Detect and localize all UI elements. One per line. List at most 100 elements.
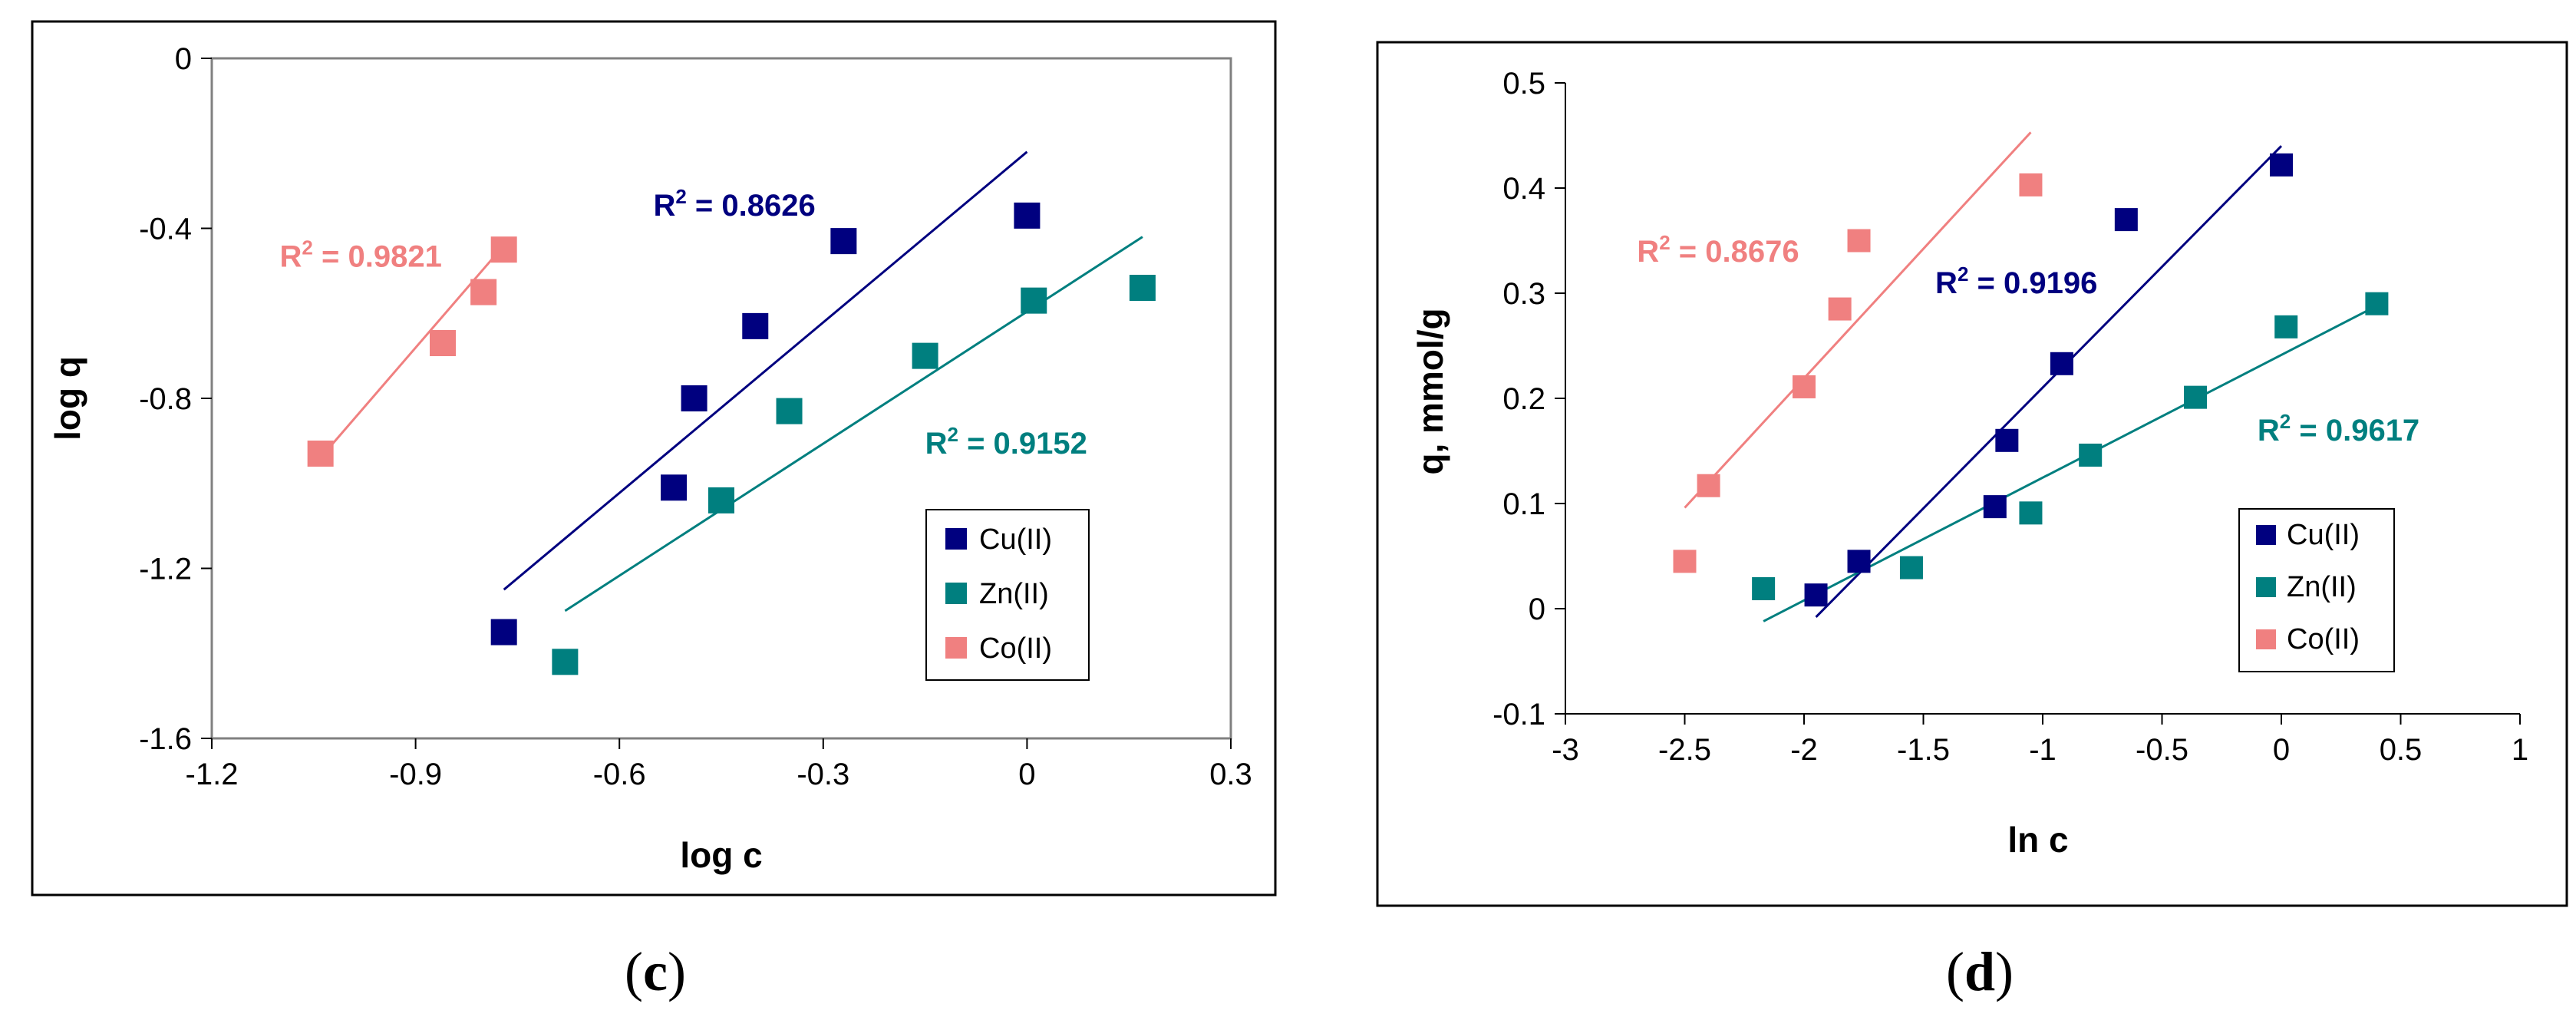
panel-d-x-axis-label: ln c — [2007, 820, 2068, 860]
panel-d-axes — [1565, 83, 2520, 715]
legend-marker-zn — [2256, 577, 2276, 597]
x-tick-label: 0.3 — [1209, 758, 1252, 791]
panel-d-legend: Cu(II) Zn(II) Co(II) — [2238, 508, 2395, 672]
x-tick-label: -2.5 — [1658, 733, 1711, 767]
data-point-zn — [776, 398, 803, 424]
legend-label-cu: Cu(II) — [979, 523, 1052, 556]
r2-label-co: R2 = 0.9821 — [280, 236, 442, 273]
data-point-zn — [2079, 443, 2103, 467]
panel-d-caption: (d) — [1946, 941, 2014, 1002]
data-point-cu — [681, 385, 707, 411]
x-tick-label: -0.9 — [389, 758, 442, 791]
data-point-zn — [1021, 287, 1047, 314]
data-point-zn — [552, 649, 579, 675]
data-point-zn — [2019, 501, 2043, 525]
x-tick-label: -3 — [1552, 733, 1579, 767]
data-point-co — [1697, 474, 1720, 497]
data-point-zn — [1129, 275, 1156, 302]
y-tick-label: 0 — [1529, 593, 1545, 626]
panel-c-frame — [31, 20, 1277, 896]
x-tick-label: 0.5 — [2380, 733, 2423, 767]
data-point-cu — [1804, 583, 1828, 607]
r2-label-cu: R2 = 0.9196 — [1935, 263, 2097, 300]
legend-marker-co — [945, 637, 967, 659]
legend-label-zn: Zn(II) — [979, 578, 1049, 610]
r2-label-zn: R2 = 0.9152 — [925, 423, 1087, 461]
data-point-cu — [661, 474, 688, 501]
x-tick-label: -0.5 — [2136, 733, 2188, 767]
panel-d-r2-labels: R2 = 0.9196 R2 = 0.9617 R2 = 0.8676 — [1637, 231, 2419, 447]
x-tick-label: -2 — [1790, 733, 1818, 767]
data-point-zn — [2184, 385, 2208, 409]
y-tick-label: -0.1 — [1492, 698, 1545, 731]
x-tick-label: 1 — [2512, 733, 2528, 767]
y-tick-label: 0.1 — [1502, 487, 1545, 521]
r2-label-co: R2 = 0.8676 — [1637, 231, 1799, 269]
data-point-zn — [2365, 292, 2389, 315]
x-tick-label: -1 — [2029, 733, 2057, 767]
r2-label-zn: R2 = 0.9617 — [2258, 410, 2419, 447]
data-point-cu — [1995, 428, 2019, 452]
data-point-co — [2019, 173, 2043, 196]
y-tick-label: 0.2 — [1502, 382, 1545, 416]
panel-c-caption: (c) — [625, 941, 686, 1002]
panel-c: -1.2 -0.9 -0.6 -0.3 0 0.30-0.4-0.8-1.2-1.6 R2… — [31, 20, 1277, 896]
data-point-co — [1847, 229, 1871, 253]
data-point-cu — [490, 619, 517, 646]
r2-label-cu: R2 = 0.8626 — [653, 185, 815, 223]
panel-d-points — [1673, 153, 2389, 607]
panel-c-ticks: -1.2 -0.9 -0.6 -0.3 0 0.30-0.4-0.8-1.2-1.6 — [139, 42, 1252, 791]
legend-label-co: Co(II) — [979, 632, 1052, 665]
panel-d-y-axis-label: q, mmol/g — [1410, 308, 1450, 474]
data-point-zn — [1752, 576, 1776, 600]
data-point-cu — [830, 228, 857, 255]
legend-label-zn: Zn(II) — [2287, 571, 2357, 603]
y-tick-label: -0.8 — [139, 382, 192, 416]
data-point-co — [430, 330, 457, 357]
legend-marker-co — [2256, 629, 2276, 649]
panel-c-x-axis-label: log c — [680, 835, 762, 875]
legend-marker-cu — [2256, 525, 2276, 545]
x-tick-label: -0.3 — [797, 758, 849, 791]
data-point-cu — [1847, 550, 1871, 573]
panel-c-r2-labels: R2 = 0.8626 R2 = 0.9152 R2 = 0.9821 — [280, 185, 1087, 461]
data-point-co — [1673, 550, 1697, 573]
data-point-co — [1793, 375, 1816, 398]
legend-label-cu: Cu(II) — [2287, 519, 2360, 551]
panel-d-frame — [1376, 41, 2568, 907]
panel-c-legend: Cu(II) Zn(II) Co(II) — [925, 509, 1090, 681]
fit-line-cu — [1815, 145, 2283, 619]
y-tick-label: 0.4 — [1502, 172, 1545, 206]
y-tick-label: 0 — [175, 42, 192, 76]
x-tick-label: 0 — [2273, 733, 2290, 767]
data-point-cu — [2050, 352, 2073, 375]
x-tick-label: -1.5 — [1897, 733, 1950, 767]
data-point-co — [1828, 297, 1852, 321]
data-point-co — [470, 279, 497, 305]
y-tick-label: -1.2 — [139, 553, 192, 586]
data-point-cu — [1983, 495, 2007, 519]
data-point-cu — [1014, 202, 1041, 229]
y-tick-label: 0.5 — [1502, 67, 1545, 101]
x-tick-label: -0.6 — [593, 758, 646, 791]
fit-line-cu — [503, 150, 1028, 591]
panel-c-points — [307, 202, 1156, 675]
fit-line-co — [319, 244, 505, 459]
data-point-cu — [2114, 208, 2138, 232]
legend-marker-cu — [945, 528, 967, 550]
panel-d: -3 -2.5 -2 -1.5 -1 -0.5 0 0.5 1 0.5 0.4 0.3 0.2 0.1 0 -… — [1376, 41, 2568, 907]
legend-label-co: Co(II) — [2287, 623, 2360, 655]
data-point-cu — [742, 312, 769, 339]
y-tick-label: 0.3 — [1502, 277, 1545, 311]
data-point-co — [490, 236, 517, 263]
fit-line-co — [1684, 131, 2032, 509]
data-point-zn — [912, 342, 938, 369]
y-tick-label: -0.4 — [139, 213, 192, 246]
legend-marker-zn — [945, 583, 967, 604]
x-tick-label: -1.2 — [186, 758, 239, 791]
y-tick-label: -1.6 — [139, 722, 192, 756]
data-point-co — [307, 440, 334, 467]
x-tick-label: 0 — [1018, 758, 1035, 791]
data-point-cu — [2270, 153, 2293, 177]
